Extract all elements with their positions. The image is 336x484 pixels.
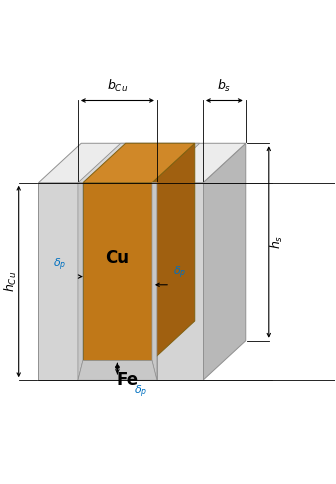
Polygon shape <box>38 183 203 380</box>
Text: Cu: Cu <box>106 249 129 268</box>
Text: Fe: Fe <box>116 371 138 389</box>
Text: $\delta_p$: $\delta_p$ <box>134 383 147 400</box>
Polygon shape <box>152 183 157 380</box>
Polygon shape <box>78 361 157 380</box>
Text: $h_s$: $h_s$ <box>269 235 285 249</box>
Text: $b_s$: $b_s$ <box>217 78 232 94</box>
Polygon shape <box>83 183 152 361</box>
Text: $\delta_p$: $\delta_p$ <box>173 265 186 282</box>
Polygon shape <box>78 183 83 380</box>
Polygon shape <box>38 143 246 183</box>
Polygon shape <box>83 143 195 183</box>
Text: $b_{Cu}$: $b_{Cu}$ <box>107 78 128 94</box>
Text: $h_{Cu}$: $h_{Cu}$ <box>2 271 18 292</box>
Text: $\delta_p$: $\delta_p$ <box>53 257 67 273</box>
Polygon shape <box>78 143 200 183</box>
Polygon shape <box>152 143 195 361</box>
Polygon shape <box>78 183 157 380</box>
Polygon shape <box>203 143 246 380</box>
